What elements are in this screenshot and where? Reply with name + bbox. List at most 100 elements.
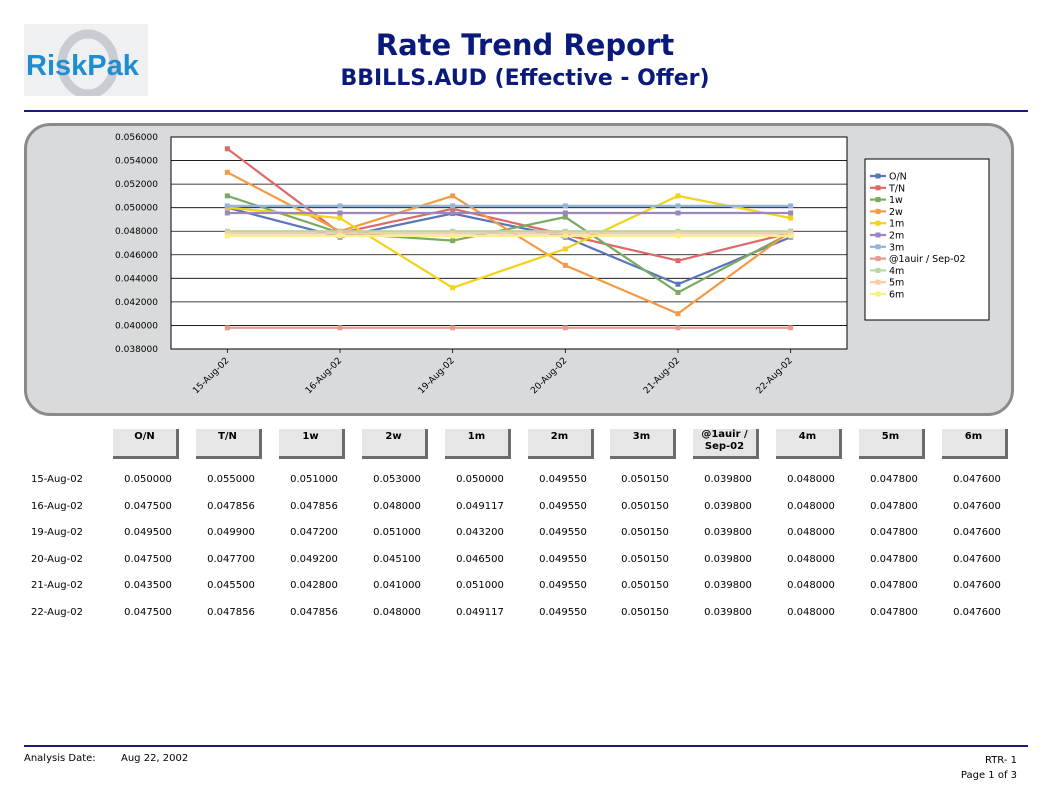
x-tick-label: 21-Aug-02 — [642, 356, 682, 396]
legend-entry: 3m — [889, 242, 904, 253]
table-cell: 0.049117 — [456, 500, 504, 512]
data-point — [450, 193, 456, 199]
table-cell: 0.049200 — [290, 553, 338, 565]
table-cell: 0.051000 — [373, 527, 421, 539]
data-point — [450, 210, 456, 216]
data-point — [224, 146, 230, 152]
data-point — [337, 215, 343, 221]
data-point — [224, 193, 230, 199]
data-point — [675, 210, 681, 216]
table-cell: 0.050150 — [621, 527, 669, 539]
legend-marker — [875, 291, 881, 297]
footer-rule — [24, 745, 1028, 747]
table-cell: 0.050150 — [621, 607, 669, 618]
analysis-date-label: Analysis Date: — [24, 753, 96, 764]
plot-area — [170, 136, 848, 350]
report-subtitle: BBILLS.AUD (Effective - Offer) — [340, 66, 710, 91]
table-cell: 0.047800 — [870, 580, 918, 592]
table-cell: 0.039800 — [704, 474, 752, 485]
table-cell: 0.047856 — [207, 607, 255, 618]
legend-entry: T/N — [888, 183, 905, 194]
table-cell: 0.047600 — [953, 474, 1001, 485]
column-header: 2w — [362, 429, 428, 459]
table-cell: 0.047600 — [953, 553, 1001, 565]
table-cell: 0.047600 — [953, 580, 1001, 592]
legend-marker — [875, 256, 881, 262]
y-tick-label: 0.046000 — [115, 251, 158, 261]
table-cell: 0.047600 — [953, 527, 1001, 539]
report-title: Rate Trend Report — [375, 28, 675, 62]
table-cell: 0.049117 — [456, 607, 504, 618]
data-point — [337, 203, 343, 209]
data-point — [562, 214, 568, 220]
table-cell: 0.047600 — [953, 500, 1001, 512]
data-point — [224, 169, 230, 175]
table-cell: 0.047600 — [953, 607, 1001, 618]
table-cell: 0.047800 — [870, 527, 918, 539]
table-cell: 0.049500 — [124, 527, 172, 539]
data-point — [224, 210, 230, 216]
data-point — [224, 203, 230, 209]
header-rule — [24, 110, 1028, 112]
legend-entry: @1auir / Sep-02 — [889, 254, 966, 265]
row-date: 19-Aug-02 — [31, 527, 83, 539]
table-cell: 0.048000 — [787, 474, 835, 485]
legend — [864, 158, 990, 321]
x-tick-label: 19-Aug-02 — [417, 356, 457, 396]
table-cell: 0.047500 — [124, 607, 172, 618]
column-header: O/N — [113, 429, 179, 459]
data-point — [675, 193, 681, 199]
y-tick-label: 0.052000 — [115, 180, 158, 190]
legend-marker — [875, 185, 881, 191]
data-point — [675, 289, 681, 295]
table-cell: 0.047800 — [870, 474, 918, 485]
table-cell: 0.048000 — [787, 580, 835, 592]
data-point — [337, 325, 343, 331]
data-point — [224, 233, 230, 239]
table-cell: 0.041000 — [373, 580, 421, 592]
table-cell: 0.042800 — [290, 580, 338, 592]
y-tick-label: 0.050000 — [115, 204, 158, 214]
report-code: RTR- 1 — [984, 755, 1017, 766]
column-header: 1m — [445, 429, 511, 459]
table-cell: 0.050000 — [124, 474, 172, 485]
legend-marker — [875, 173, 881, 179]
column-header: 1w — [279, 429, 345, 459]
table-cell: 0.047856 — [207, 500, 255, 512]
table-cell: 0.048000 — [373, 607, 421, 618]
table-cell: 0.051000 — [290, 474, 338, 485]
legend-marker — [875, 232, 881, 238]
table-cell: 0.047800 — [870, 500, 918, 512]
table-cell: 0.043200 — [456, 527, 504, 539]
data-point — [788, 210, 794, 216]
table-cell: 0.046500 — [456, 553, 504, 565]
x-tick-label: 15-Aug-02 — [191, 356, 231, 396]
data-point — [675, 325, 681, 331]
legend-entry: 2m — [889, 231, 904, 242]
series-line-2 — [226, 194, 792, 294]
data-point — [562, 203, 568, 209]
column-header: 4m — [776, 429, 842, 459]
logo-text: RiskPak — [26, 50, 140, 82]
table-cell: 0.047856 — [290, 500, 338, 512]
table-cell: 0.039800 — [704, 500, 752, 512]
series-line-4 — [227, 194, 791, 289]
y-tick-label: 0.044000 — [115, 274, 158, 284]
x-tick-label: 16-Aug-02 — [304, 356, 344, 396]
data-point — [788, 203, 794, 209]
row-date: 21-Aug-02 — [31, 580, 83, 592]
table-cell: 0.048000 — [787, 553, 835, 565]
legend-entry: 1m — [889, 219, 904, 230]
column-header: @1auir / Sep-02 — [693, 429, 759, 459]
data-point — [337, 233, 343, 239]
table-cell: 0.050000 — [456, 474, 504, 485]
data-point — [562, 210, 568, 216]
table-cell: 0.050150 — [621, 500, 669, 512]
data-point — [337, 210, 343, 216]
table-cell: 0.048000 — [373, 500, 421, 512]
legend-marker — [875, 244, 881, 250]
row-date: 20-Aug-02 — [31, 553, 83, 565]
column-header: 6m — [942, 429, 1008, 459]
legend-marker — [875, 197, 881, 203]
column-header: 2m — [528, 429, 594, 459]
